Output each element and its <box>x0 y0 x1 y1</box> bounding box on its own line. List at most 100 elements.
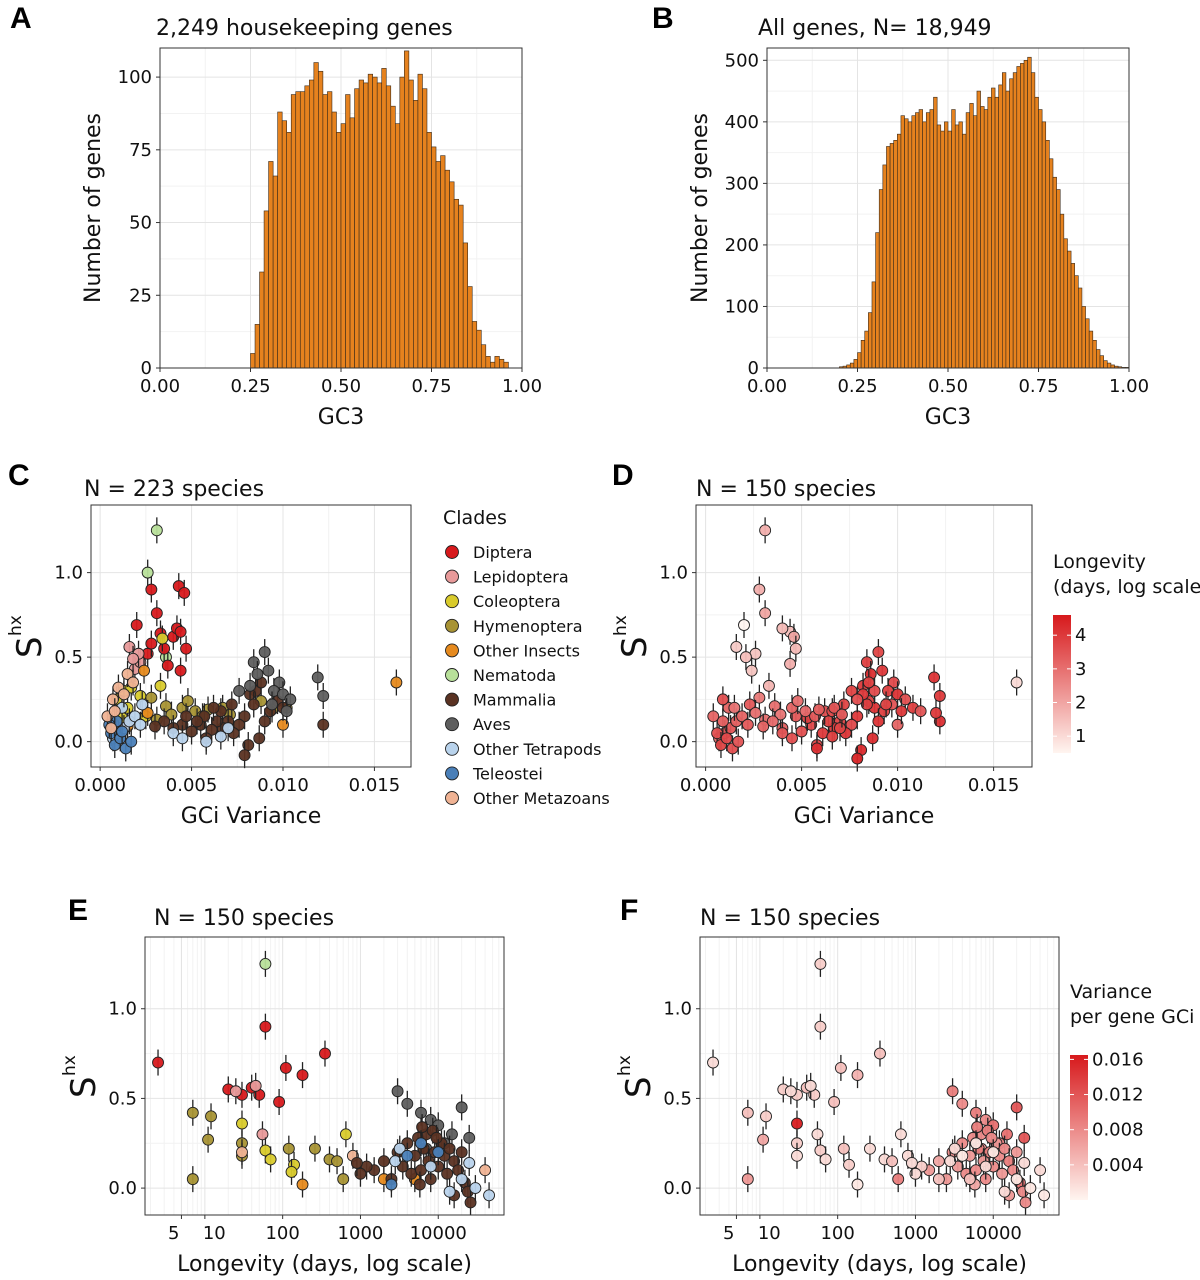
data-point <box>791 1149 803 1162</box>
histogram-bar <box>417 73 423 369</box>
y-axis-label: Shx <box>6 615 50 658</box>
data-point <box>1038 1189 1051 1202</box>
histogram-bar <box>490 361 496 369</box>
colorbar: Variance per gene GCi 0.004 0.008 0.012 0.016 <box>1070 981 1194 1200</box>
data-point <box>985 1131 998 1144</box>
histogram-bar <box>363 82 369 369</box>
histogram-bar <box>1012 72 1018 369</box>
y-tick-label: 200 <box>725 235 759 256</box>
histogram-bar <box>471 321 478 369</box>
data-point <box>233 684 246 697</box>
histogram-bar <box>1005 90 1010 369</box>
data-point <box>178 586 191 599</box>
data-point <box>720 732 733 745</box>
histogram-bar <box>1023 60 1028 369</box>
histogram-bar <box>331 111 337 369</box>
histogram-bar <box>929 109 934 369</box>
y-tick-label: 1.0 <box>659 563 688 584</box>
data-point <box>741 1106 754 1119</box>
histogram-bar <box>385 85 392 369</box>
data-point <box>776 727 789 740</box>
data-point <box>176 732 189 745</box>
histogram-bar <box>980 106 985 369</box>
histogram-bar <box>1070 263 1075 369</box>
y-tick-label: 1.0 <box>54 563 83 584</box>
histogram-bar <box>962 133 967 369</box>
data-point <box>259 1020 272 1033</box>
data-point <box>154 679 167 692</box>
colorbar-title: Longevity <box>1053 551 1146 573</box>
legend-label: Diptera <box>473 543 532 562</box>
histogram-bar <box>951 109 956 369</box>
data-point <box>795 725 808 738</box>
panel-letter: F <box>620 894 638 927</box>
data-point <box>296 1069 309 1082</box>
data-point <box>728 701 741 714</box>
histogram-bar <box>268 161 274 369</box>
data-point <box>391 1085 404 1098</box>
histogram-bar <box>413 100 419 369</box>
data-point <box>385 1178 398 1191</box>
data-point <box>441 1167 454 1180</box>
data-point <box>860 656 873 669</box>
y-axis-label-superscript: hx <box>6 615 26 636</box>
x-tick-label: 0.25 <box>230 376 270 397</box>
data-point <box>741 718 754 731</box>
data-point <box>971 1121 984 1134</box>
x-tick-label: 0.75 <box>411 376 451 397</box>
y-axis-label-superscript: hx <box>615 1055 635 1076</box>
y-axis-label-main: S <box>64 1076 104 1098</box>
data-point <box>866 732 879 745</box>
data-point <box>463 1131 476 1144</box>
panel-f: F N = 150 species 5 10 100 1000 10000 0.0 0.5 1.0… <box>615 894 1194 1277</box>
x-tick-label: 5 <box>723 1223 734 1244</box>
histogram-bar <box>422 88 428 369</box>
histogram-bar <box>1099 355 1104 369</box>
colorbar-title: (days, log scale) <box>1053 576 1200 598</box>
data-point <box>979 1160 992 1173</box>
data-point <box>455 1173 468 1186</box>
y-tick-label: 0.0 <box>663 1178 692 1199</box>
histogram-bar <box>1085 318 1090 369</box>
data-point <box>165 708 178 721</box>
data-point <box>707 1056 719 1069</box>
histogram-bar <box>889 143 895 369</box>
histogram-bar <box>973 115 978 369</box>
x-tick-label: 0.000 <box>74 775 126 796</box>
histogram-bar <box>904 118 909 369</box>
histogram-bar <box>1074 275 1079 369</box>
histogram-bar <box>868 312 873 369</box>
x-tick-label: 0.25 <box>837 376 877 397</box>
data-point <box>837 1142 850 1155</box>
histogram-bar <box>340 123 346 369</box>
histogram-bar <box>426 132 432 369</box>
data-point <box>886 1155 898 1168</box>
data-point <box>948 1142 961 1155</box>
histogram-bar <box>1016 66 1021 369</box>
histogram-bar <box>1078 287 1083 369</box>
histogram-bar <box>915 112 920 369</box>
histogram-bar <box>272 175 278 369</box>
y-axis-label: Shx <box>615 1055 659 1098</box>
panel-letter: B <box>652 2 674 35</box>
x-tick-label: 10000 <box>410 1223 467 1244</box>
data-point <box>905 1157 918 1169</box>
data-point <box>814 1020 827 1033</box>
data-point <box>970 1106 982 1119</box>
colorbar-tick-label: 0.008 <box>1092 1120 1144 1141</box>
histogram-bar <box>882 164 887 369</box>
data-point <box>262 664 275 677</box>
data-point <box>214 730 227 743</box>
histogram-bar <box>1027 56 1032 369</box>
histogram-bar <box>453 198 459 369</box>
histogram-bar <box>875 232 880 369</box>
data-point <box>251 668 264 680</box>
data-point <box>158 642 171 655</box>
histogram-bar <box>431 146 437 369</box>
data-point <box>826 730 839 743</box>
data-point <box>730 641 743 653</box>
data-point <box>296 1178 309 1191</box>
data-point <box>759 607 772 620</box>
y-tick-label: 400 <box>725 112 759 133</box>
data-point <box>389 1155 402 1168</box>
